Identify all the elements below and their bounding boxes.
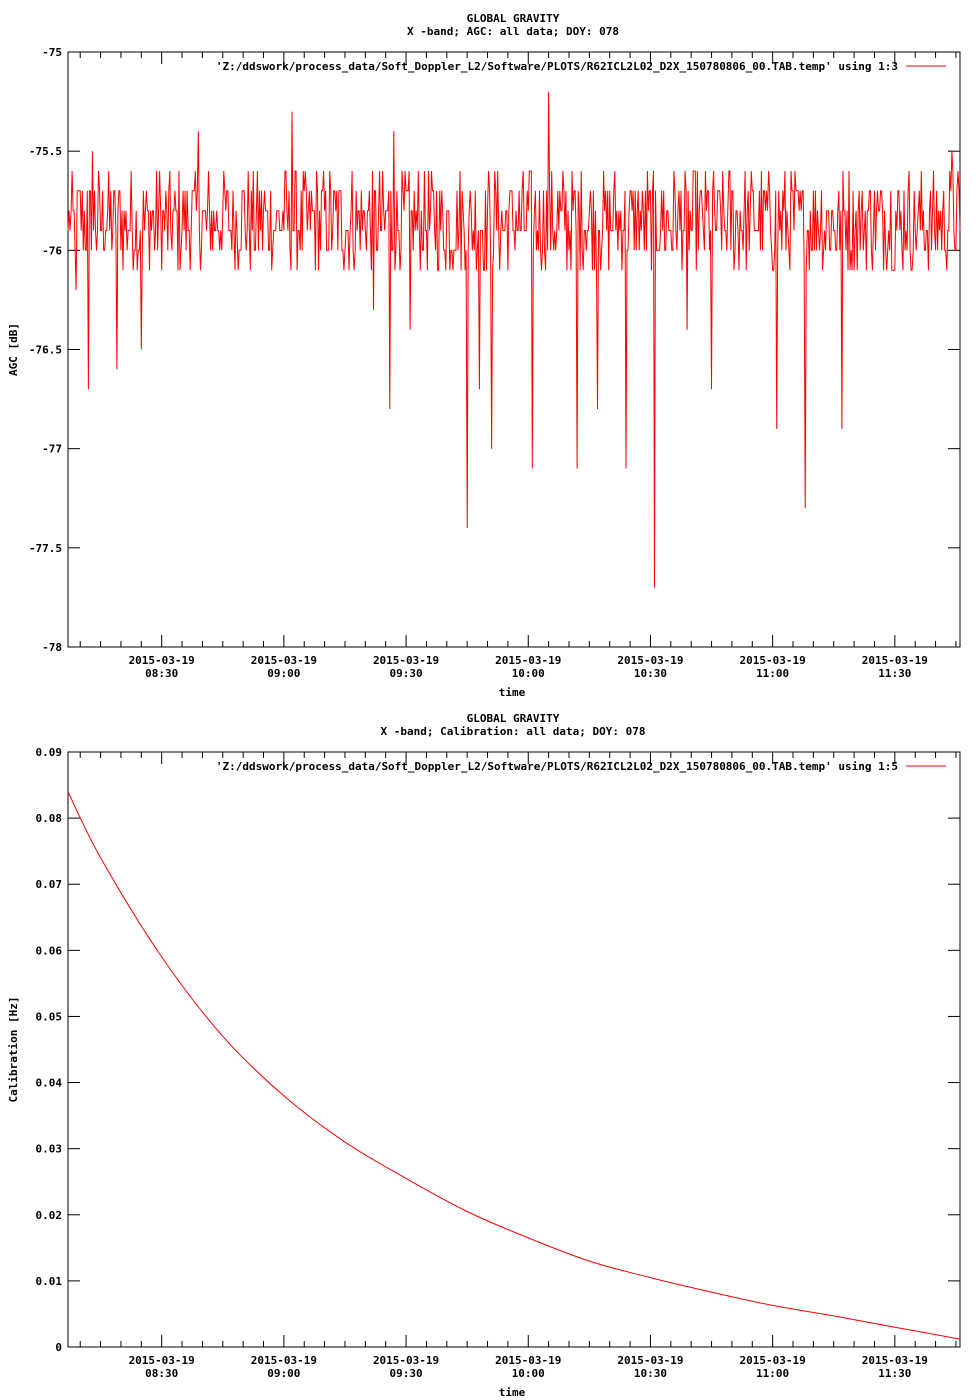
- legend-label: 'Z:/ddswork/process_data/Soft_Doppler_L2…: [216, 760, 898, 773]
- y-tick-label: -77.5: [29, 542, 62, 555]
- chart-subtitle: X -band; Calibration: all data; DOY: 078: [381, 725, 646, 738]
- y-tick-label: 0.03: [36, 1143, 63, 1156]
- y-tick-label: -75: [42, 46, 62, 59]
- x-axis-label: time: [499, 686, 526, 699]
- x-tick-date: 2015-03-19: [495, 1354, 561, 1367]
- chart-title: GLOBAL GRAVITY: [467, 712, 560, 725]
- x-tick-time: 09:00: [267, 667, 300, 680]
- x-tick-date: 2015-03-19: [251, 1354, 317, 1367]
- x-tick-date: 2015-03-19: [251, 654, 317, 667]
- y-tick-label: 0.07: [36, 878, 63, 891]
- x-tick-time: 09:30: [390, 1367, 423, 1380]
- chart-subtitle: X -band; AGC: all data; DOY: 078: [407, 25, 619, 38]
- y-tick-label: -75.5: [29, 145, 62, 158]
- y-tick-label: 0.04: [36, 1077, 63, 1090]
- x-tick-time: 10:00: [512, 1367, 545, 1380]
- x-tick-date: 2015-03-19: [129, 1354, 195, 1367]
- x-tick-time: 11:30: [878, 667, 911, 680]
- x-tick-time: 11:00: [756, 1367, 789, 1380]
- x-tick-date: 2015-03-19: [862, 654, 928, 667]
- series-line: [67, 791, 961, 1340]
- y-tick-label: 0.08: [36, 812, 63, 825]
- y-tick-label: -77: [42, 443, 62, 456]
- x-tick-date: 2015-03-19: [617, 1354, 683, 1367]
- legend-label: 'Z:/ddswork/process_data/Soft_Doppler_L2…: [216, 60, 898, 73]
- x-tick-date: 2015-03-19: [862, 1354, 928, 1367]
- x-tick-time: 08:30: [145, 1367, 178, 1380]
- y-axis-label: AGC [dB]: [7, 323, 20, 376]
- x-tick-time: 11:30: [878, 1367, 911, 1380]
- y-tick-label: 0.02: [36, 1209, 63, 1222]
- y-tick-label: 0: [55, 1341, 62, 1354]
- x-tick-date: 2015-03-19: [617, 654, 683, 667]
- x-tick-time: 10:00: [512, 667, 545, 680]
- x-tick-time: 11:00: [756, 667, 789, 680]
- x-tick-date: 2015-03-19: [373, 1354, 439, 1367]
- series-line: [67, 91, 961, 588]
- y-tick-label: 0.01: [36, 1275, 63, 1288]
- x-tick-date: 2015-03-19: [495, 654, 561, 667]
- y-tick-label: 0.09: [36, 746, 63, 759]
- x-tick-date: 2015-03-19: [740, 1354, 806, 1367]
- x-tick-time: 08:30: [145, 667, 178, 680]
- y-tick-label: -78: [42, 641, 62, 654]
- x-tick-time: 10:30: [634, 667, 667, 680]
- x-tick-date: 2015-03-19: [373, 654, 439, 667]
- y-tick-label: -76.5: [29, 344, 62, 357]
- plot-frame: [67, 51, 961, 648]
- x-tick-time: 10:30: [634, 1367, 667, 1380]
- y-tick-label: 0.05: [36, 1010, 63, 1023]
- x-tick-time: 09:30: [390, 667, 423, 680]
- y-axis-label: Calibration [Hz]: [7, 997, 20, 1103]
- x-tick-date: 2015-03-19: [740, 654, 806, 667]
- plot-frame: [67, 751, 961, 1348]
- y-tick-label: 0.06: [36, 944, 63, 957]
- x-tick-time: 09:00: [267, 1367, 300, 1380]
- x-tick-date: 2015-03-19: [129, 654, 195, 667]
- x-axis-label: time: [499, 1386, 526, 1399]
- chart-title: GLOBAL GRAVITY: [467, 12, 560, 25]
- y-tick-label: -76: [42, 244, 62, 257]
